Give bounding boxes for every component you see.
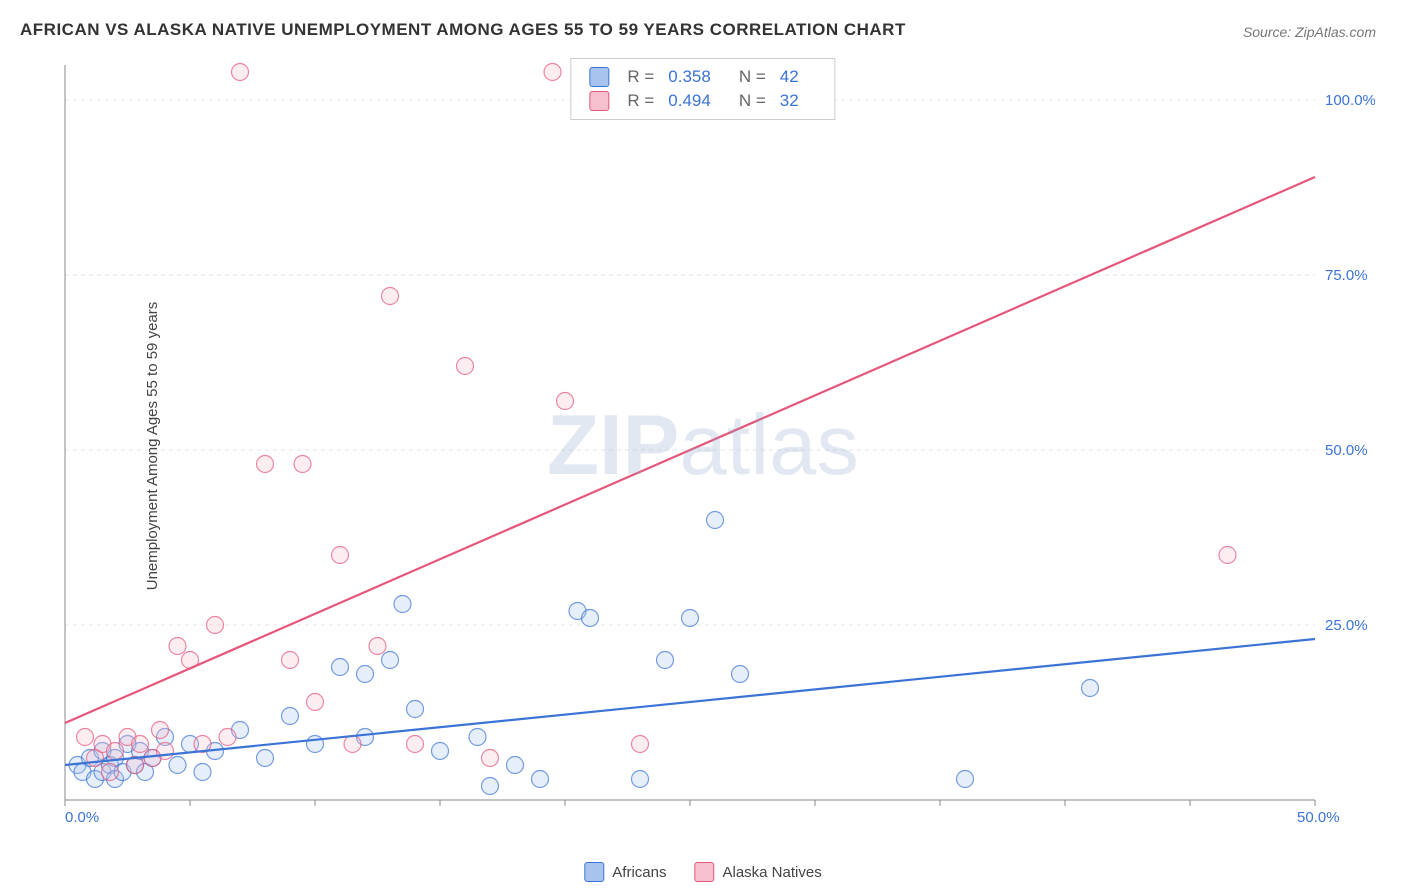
r-label-0: R =: [627, 67, 654, 87]
n-value-1: 32: [780, 91, 799, 111]
chart-container: AFRICAN VS ALASKA NATIVE UNEMPLOYMENT AM…: [0, 0, 1406, 892]
n-label-1: N =: [739, 91, 766, 111]
svg-text:50.0%: 50.0%: [1297, 809, 1340, 826]
chart-title: AFRICAN VS ALASKA NATIVE UNEMPLOYMENT AM…: [20, 20, 906, 40]
stats-row-africans: R = 0.358 N = 42: [589, 65, 816, 89]
r-label-1: R =: [627, 91, 654, 111]
swatch-africans: [589, 67, 609, 87]
source-label: Source: ZipAtlas.com: [1243, 24, 1376, 40]
svg-text:100.0%: 100.0%: [1325, 92, 1375, 109]
svg-text:75.0%: 75.0%: [1325, 267, 1368, 284]
r-value-1: 0.494: [668, 91, 711, 111]
svg-text:50.0%: 50.0%: [1325, 442, 1368, 459]
legend-item-alaska: Alaska Natives: [694, 862, 821, 882]
n-label-0: N =: [739, 67, 766, 87]
stats-row-alaska: R = 0.494 N = 32: [589, 89, 816, 113]
correlation-stats-box: R = 0.358 N = 42 R = 0.494 N = 32: [570, 58, 835, 120]
legend-swatch-alaska: [694, 862, 714, 882]
svg-text:0.0%: 0.0%: [65, 809, 99, 826]
legend-label-africans: Africans: [612, 864, 666, 881]
n-value-0: 42: [780, 67, 799, 87]
legend-label-alaska: Alaska Natives: [722, 864, 821, 881]
svg-text:25.0%: 25.0%: [1325, 617, 1368, 634]
legend-swatch-africans: [584, 862, 604, 882]
swatch-alaska: [589, 91, 609, 111]
scatter-plot: 25.0% 50.0% 75.0% 100.0% 0.0% 50.0%: [55, 55, 1375, 835]
bottom-legend: Africans Alaska Natives: [584, 862, 821, 882]
legend-item-africans: Africans: [584, 862, 666, 882]
r-value-0: 0.358: [668, 67, 711, 87]
